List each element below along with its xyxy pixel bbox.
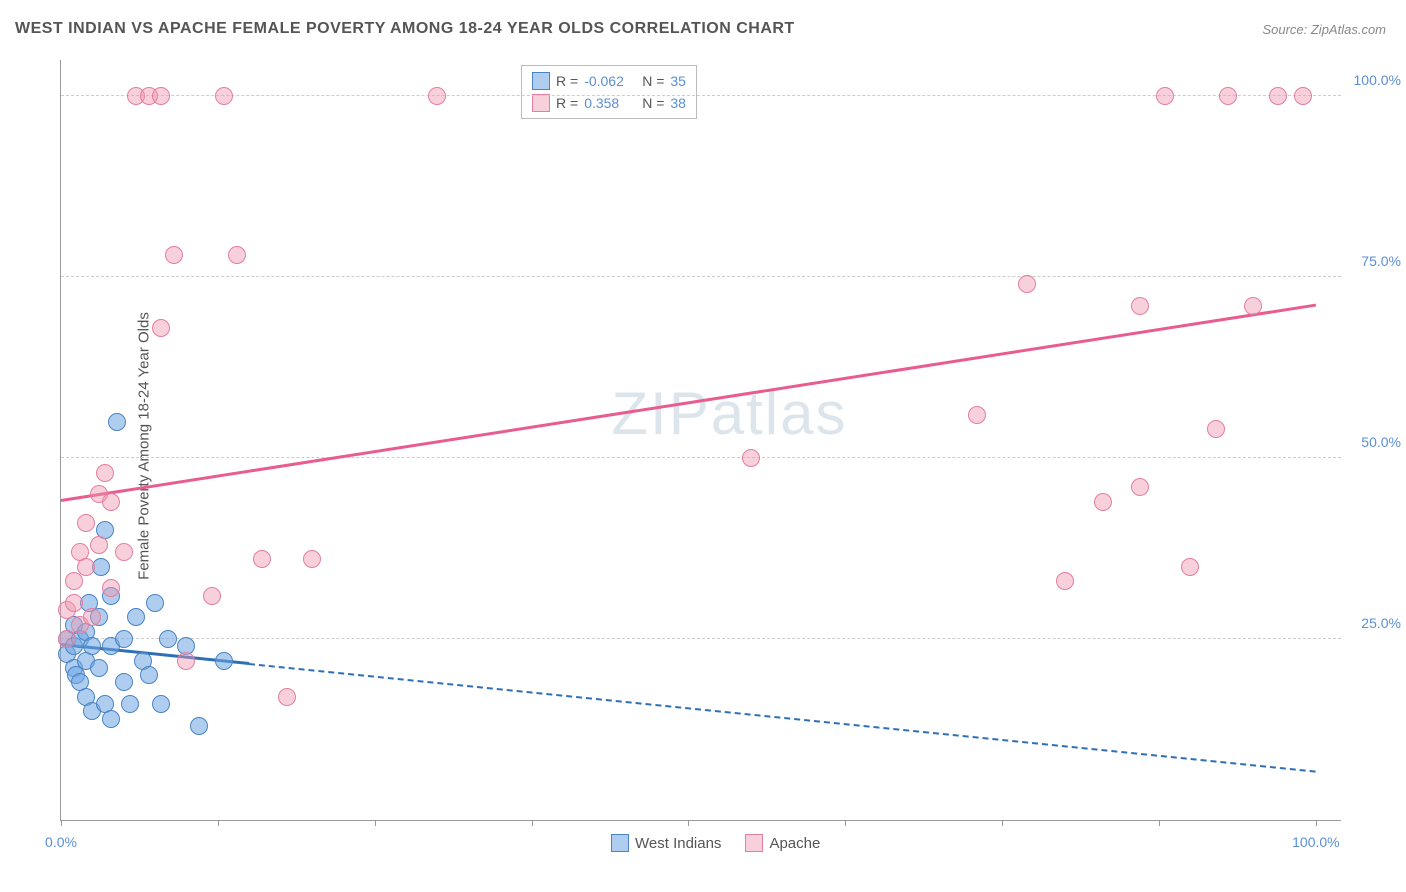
data-point [115, 673, 133, 691]
data-point [121, 695, 139, 713]
data-point [428, 87, 446, 105]
data-point [203, 587, 221, 605]
data-point [115, 543, 133, 561]
chart-title: WEST INDIAN VS APACHE FEMALE POVERTY AMO… [15, 20, 795, 38]
data-point [115, 630, 133, 648]
data-point [1094, 493, 1112, 511]
data-point [165, 246, 183, 264]
data-point [177, 652, 195, 670]
legend-row: R =-0.062N =35 [532, 70, 686, 92]
y-tick-label: 75.0% [1361, 253, 1401, 269]
data-point [1269, 87, 1287, 105]
data-point [253, 550, 271, 568]
x-tick-mark [688, 820, 689, 826]
data-point [303, 550, 321, 568]
data-point [1181, 558, 1199, 576]
legend-label: Apache [769, 835, 820, 852]
y-tick-label: 25.0% [1361, 615, 1401, 631]
x-tick-mark [532, 820, 533, 826]
data-point [90, 536, 108, 554]
gridline [61, 276, 1341, 277]
data-point [1219, 87, 1237, 105]
watermark: ZIPatlas [611, 379, 847, 448]
legend-swatch [532, 94, 550, 112]
data-point [1131, 297, 1149, 315]
legend-item: Apache [745, 834, 820, 852]
data-point [108, 413, 126, 431]
legend-label: West Indians [635, 835, 721, 852]
gridline [61, 638, 1341, 639]
data-point [1244, 297, 1262, 315]
data-point [65, 572, 83, 590]
x-tick-label: 0.0% [45, 834, 77, 850]
data-point [90, 659, 108, 677]
data-point [65, 594, 83, 612]
data-point [146, 594, 164, 612]
data-point [127, 608, 145, 626]
data-point [228, 246, 246, 264]
data-point [1156, 87, 1174, 105]
source-credit: Source: ZipAtlas.com [1262, 22, 1386, 37]
data-point [152, 87, 170, 105]
data-point [1056, 572, 1074, 590]
gridline [61, 95, 1341, 96]
gridline [61, 457, 1341, 458]
data-point [968, 406, 986, 424]
trend-line [249, 663, 1316, 773]
legend-item: West Indians [611, 834, 721, 852]
data-point [140, 666, 158, 684]
data-point [742, 449, 760, 467]
data-point [77, 514, 95, 532]
data-point [215, 652, 233, 670]
data-point [102, 493, 120, 511]
x-tick-mark [375, 820, 376, 826]
x-tick-mark [61, 820, 62, 826]
x-tick-label: 100.0% [1292, 834, 1339, 850]
legend-swatch [611, 834, 629, 852]
y-tick-label: 100.0% [1354, 72, 1401, 88]
x-tick-mark [1316, 820, 1317, 826]
data-point [1294, 87, 1312, 105]
data-point [190, 717, 208, 735]
data-point [1018, 275, 1036, 293]
data-point [152, 319, 170, 337]
x-tick-mark [1159, 820, 1160, 826]
x-tick-mark [1002, 820, 1003, 826]
x-tick-mark [845, 820, 846, 826]
x-tick-mark [218, 820, 219, 826]
scatter-plot-area: ZIPatlas R =-0.062N =35R =0.358N =38 Wes… [60, 60, 1341, 821]
data-point [58, 630, 76, 648]
y-tick-label: 50.0% [1361, 434, 1401, 450]
data-point [159, 630, 177, 648]
data-point [83, 608, 101, 626]
series-legend: West Indians Apache [611, 834, 820, 852]
trend-line [61, 303, 1316, 501]
data-point [96, 464, 114, 482]
legend-swatch [745, 834, 763, 852]
data-point [102, 710, 120, 728]
data-point [278, 688, 296, 706]
correlation-legend: R =-0.062N =35R =0.358N =38 [521, 65, 697, 119]
legend-swatch [532, 72, 550, 90]
data-point [152, 695, 170, 713]
data-point [102, 579, 120, 597]
data-point [77, 558, 95, 576]
data-point [83, 637, 101, 655]
data-point [215, 87, 233, 105]
data-point [1207, 420, 1225, 438]
data-point [1131, 478, 1149, 496]
